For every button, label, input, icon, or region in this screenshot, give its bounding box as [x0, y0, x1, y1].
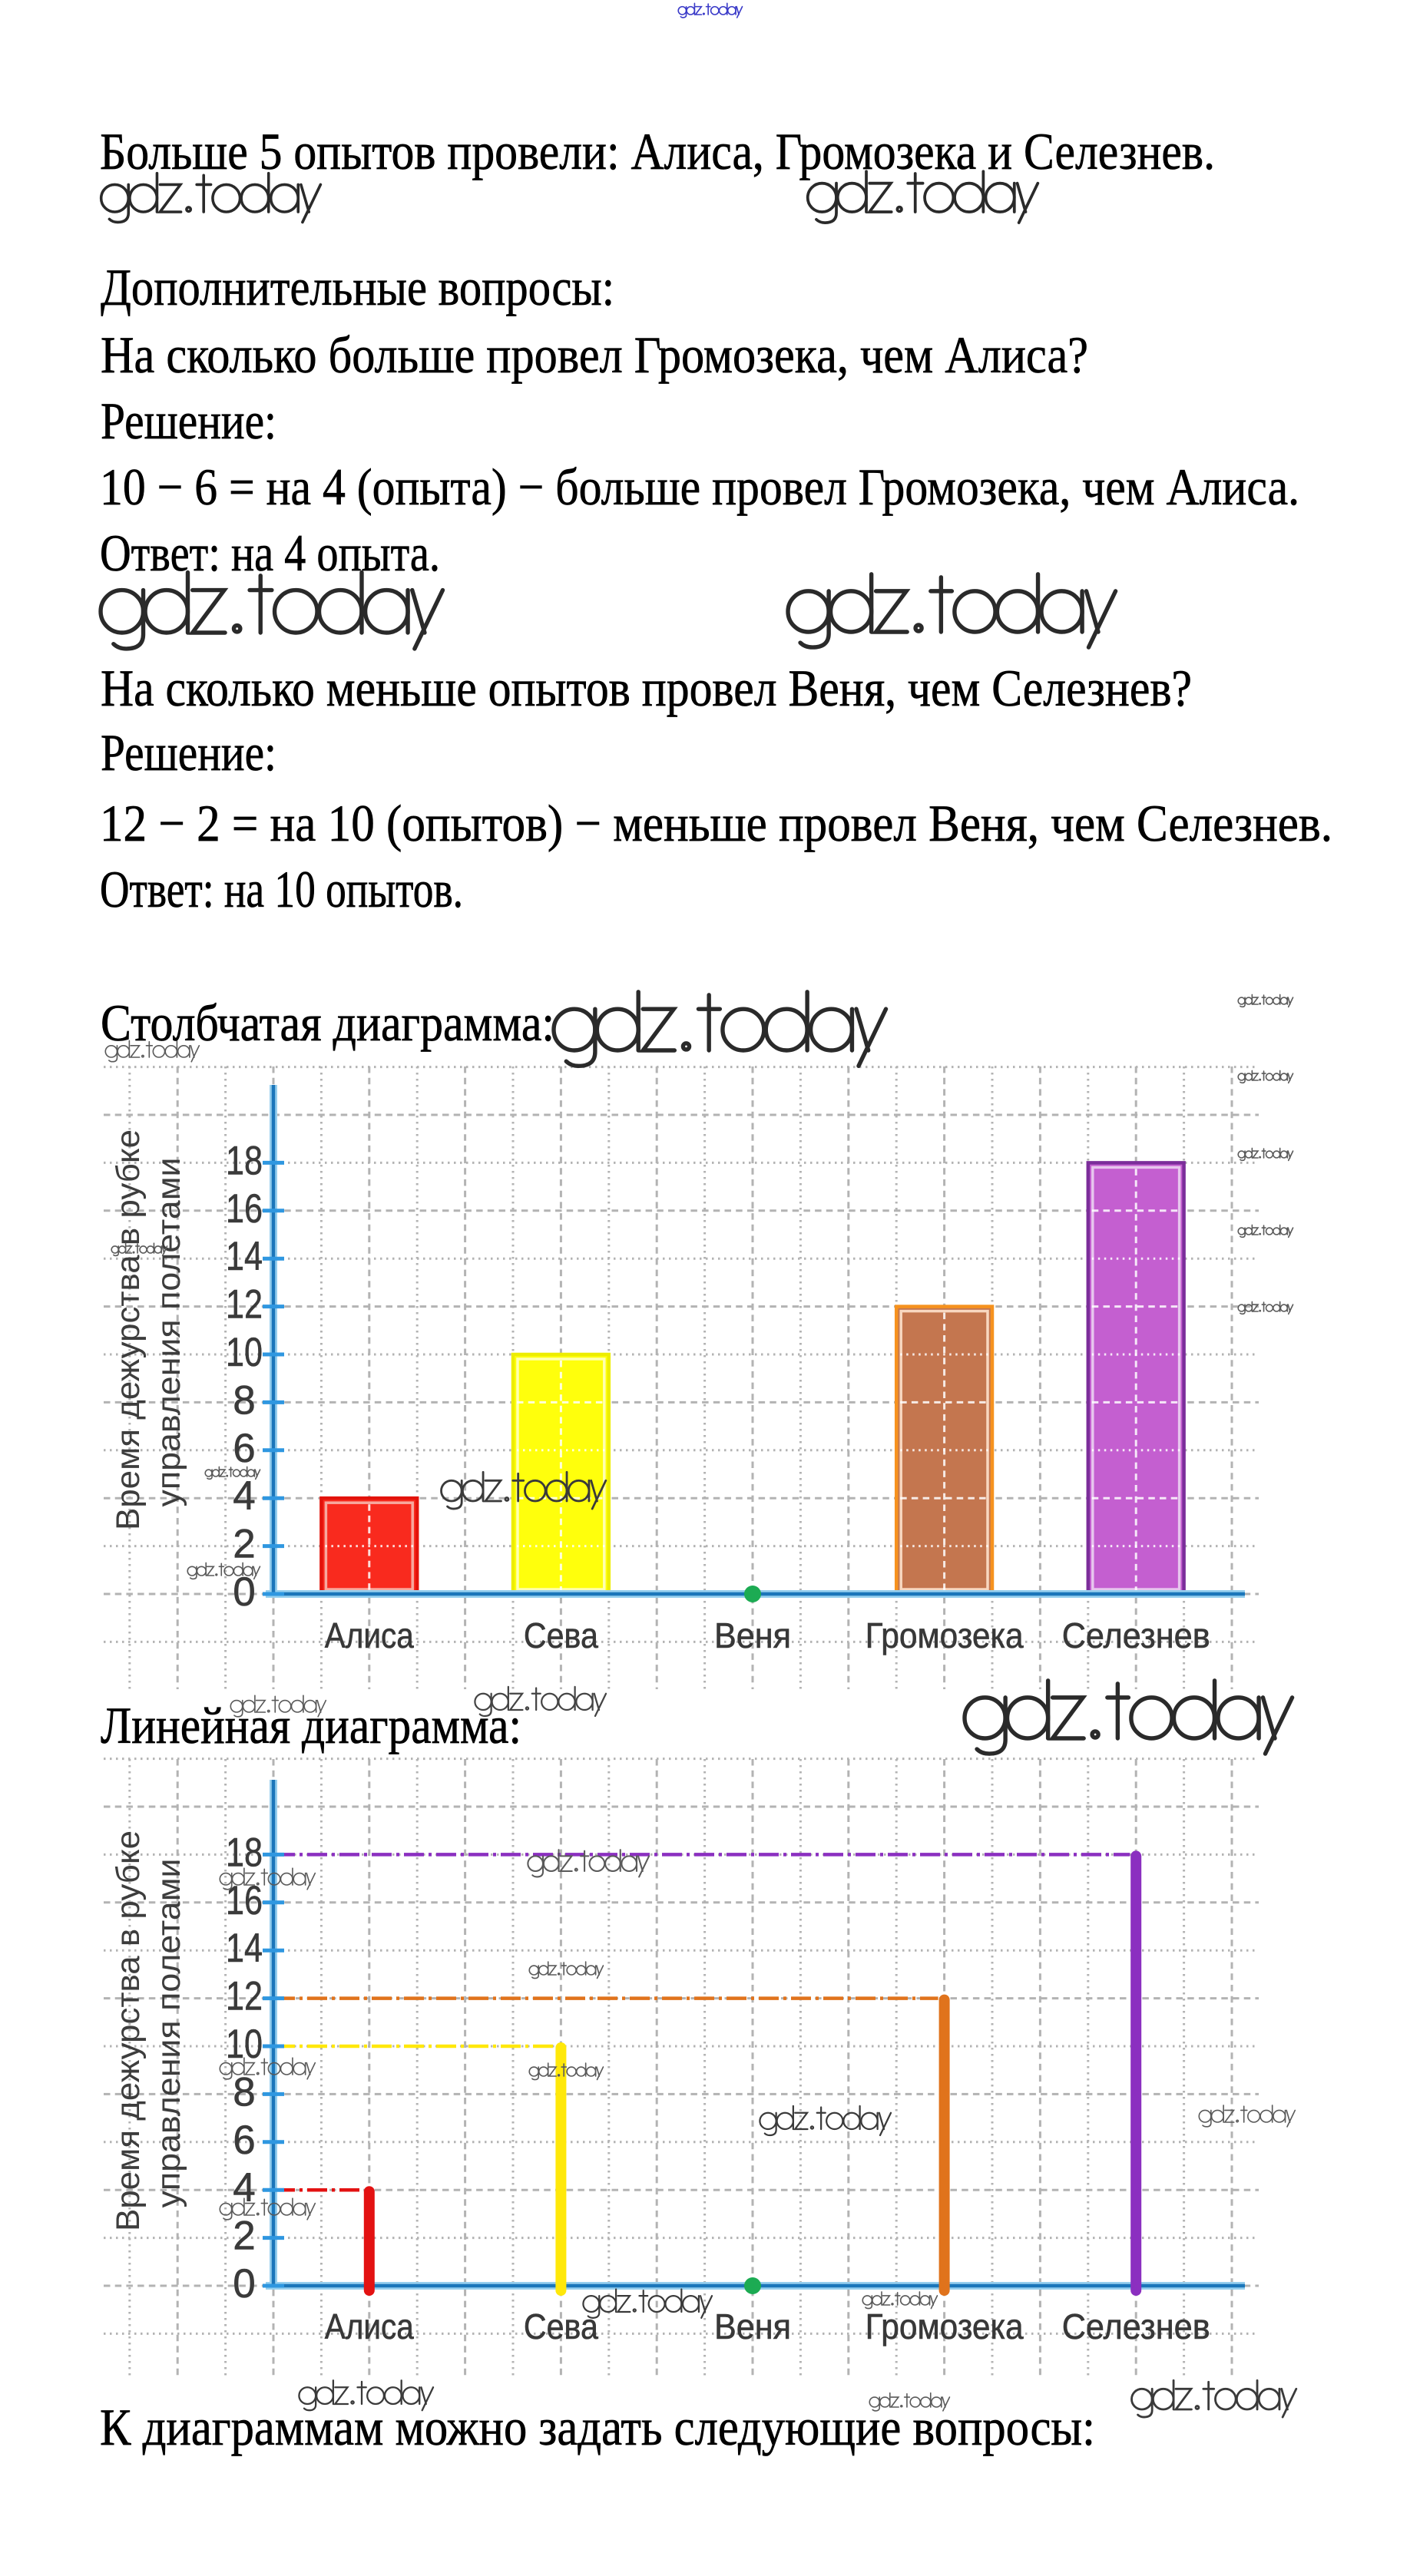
- svg-text:Решение:: Решение:: [101, 723, 276, 782]
- svg-text:Алиса: Алиса: [325, 1615, 414, 1655]
- svg-text:управления полетами: управления полетами: [151, 1158, 187, 1507]
- svg-text:2: 2: [233, 1522, 255, 1567]
- svg-text:Селезнев: Селезнев: [1062, 2306, 1210, 2346]
- svg-text:На сколько больше провел Громо: На сколько больше провел Громозека, чем …: [101, 326, 1088, 384]
- svg-text:Алиса: Алиса: [325, 2306, 414, 2346]
- svg-text:Громозека: Громозека: [866, 2306, 1024, 2346]
- svg-text:Линейная диаграмма:: Линейная диаграмма:: [101, 1696, 521, 1754]
- svg-text:10: 10: [226, 2022, 263, 2067]
- svg-text:Ответ: на 4 опыта.: Ответ: на 4 опыта.: [100, 524, 440, 582]
- svg-text:Громозека: Громозека: [866, 1615, 1024, 1655]
- svg-text:0: 0: [233, 2261, 255, 2306]
- svg-text:Ответ: на 10 опытов.: Ответ: на 10 опытов.: [100, 860, 463, 918]
- svg-text:На сколько меньше опытов прове: На сколько меньше опытов провел Веня, че…: [101, 659, 1192, 717]
- svg-text:Больше 5 опытов провели: Алиса: Больше 5 опытов провели: Алиса, Громозек…: [100, 122, 1215, 180]
- svg-text:Веня: Веня: [714, 1615, 791, 1655]
- svg-text:14: 14: [226, 1926, 263, 1971]
- svg-text:6: 6: [233, 1426, 255, 1471]
- svg-text:Сева: Сева: [524, 2306, 598, 2346]
- svg-text:Столбчатая диаграмма:: Столбчатая диаграмма:: [101, 994, 554, 1052]
- svg-text:К диаграммам можно задать след: К диаграммам можно задать следующие вопр…: [100, 2398, 1095, 2456]
- svg-text:Селезнев: Селезнев: [1062, 1615, 1210, 1655]
- svg-text:12 − 2 = на 10 (опытов) − мень: 12 − 2 = на 10 (опытов) − меньше провел …: [100, 794, 1332, 852]
- svg-text:12: 12: [226, 1282, 263, 1328]
- svg-text:Дополнительные вопросы:: Дополнительные вопросы:: [101, 258, 614, 316]
- svg-text:10: 10: [226, 1330, 263, 1375]
- svg-text:Время дежурства в рубке: Время дежурства в рубке: [110, 1830, 147, 2231]
- svg-text:18: 18: [226, 1138, 263, 1183]
- svg-text:4: 4: [233, 1473, 255, 1519]
- svg-text:6: 6: [233, 2118, 255, 2163]
- svg-text:10 − 6 = на 4 (опыта) − больше: 10 − 6 = на 4 (опыта) − больше провел Гр…: [100, 458, 1299, 516]
- svg-text:8: 8: [233, 1377, 255, 1423]
- svg-text:12: 12: [226, 1974, 263, 2019]
- svg-text:16: 16: [226, 1186, 263, 1232]
- svg-text:Время дежурства в рубке: Время дежурства в рубке: [110, 1129, 147, 1530]
- svg-text:2: 2: [233, 2214, 255, 2259]
- svg-text:0: 0: [233, 1569, 255, 1615]
- svg-text:управления полетами: управления полетами: [151, 1859, 187, 2208]
- svg-text:8: 8: [233, 2069, 255, 2115]
- svg-text:Веня: Веня: [714, 2306, 791, 2346]
- svg-text:Сева: Сева: [524, 1615, 598, 1655]
- svg-text:Решение:: Решение:: [101, 392, 276, 450]
- svg-text:14: 14: [226, 1234, 263, 1279]
